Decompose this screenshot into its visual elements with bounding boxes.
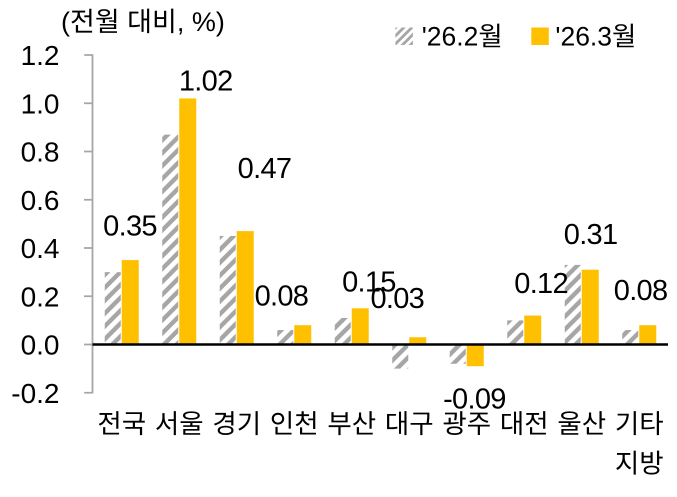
bar-mar-gwangju — [466, 344, 484, 367]
data-label-mar-other-regions: 0.08 — [614, 275, 668, 307]
y-axis-tick-label: 0.8 — [21, 137, 60, 168]
x-axis-label-incheon: 인천 — [270, 409, 319, 439]
y-axis-tick-label: 1.0 — [21, 88, 60, 119]
data-label-mar-seoul: 1.02 — [179, 66, 233, 98]
legend: '26.2월 '26.3월 — [395, 22, 636, 52]
bar-feb-nationwide — [104, 272, 121, 345]
plot-area: 1.2 1.0 0.8 0.6 0.4 0.2 0.0 -0.2 0.35 1.02 0.47 0.0… — [11, 40, 668, 478]
legend-swatch-mar — [531, 27, 549, 45]
bar-feb-other-regions — [622, 330, 639, 345]
bar-feb-gyeonggi — [219, 235, 236, 345]
legend-swatch-feb — [395, 27, 413, 45]
y-axis-tick-label: 0.2 — [21, 281, 60, 312]
y-axis-tick-label: 0.0 — [21, 330, 60, 361]
legend-label-mar: '26.3월 — [555, 22, 636, 52]
y-axis-tick-label: 0.6 — [21, 185, 60, 216]
x-axis-label-other-regions: 지방 — [615, 449, 664, 479]
bar-mar-nationwide — [121, 260, 139, 345]
data-label-mar-incheon: 0.08 — [255, 281, 309, 313]
x-axis-label-gwangju: 광주 — [442, 409, 491, 439]
data-label-mar-busan: 0.15 — [342, 267, 396, 299]
x-axis-label-other-regions: 기타 — [615, 409, 664, 439]
x-axis-label-busan: 부산 — [327, 409, 376, 439]
y-axis-tick-label: -0.2 — [11, 378, 59, 409]
bar-mar-other-regions — [639, 325, 657, 345]
data-label-mar-gyeonggi: 0.47 — [238, 153, 292, 185]
x-axis-label-daejeon: 대전 — [500, 409, 549, 439]
bar-mar-seoul — [179, 98, 197, 345]
bar-feb-seoul — [162, 134, 179, 345]
data-label-mar-ulsan: 0.31 — [564, 219, 618, 251]
data-label-mar-nationwide: 0.35 — [103, 211, 157, 243]
y-axis-tick-label: 0.4 — [21, 233, 60, 264]
bar-mar-busan — [351, 308, 369, 345]
bar-mar-daegu — [409, 337, 427, 345]
data-label-mar-daejeon: 0.12 — [514, 268, 568, 300]
x-axis-label-gyeonggi: 경기 — [212, 409, 261, 439]
bar-mar-gyeonggi — [236, 231, 254, 345]
legend-label-feb: '26.2월 — [422, 22, 503, 52]
bar-feb-gwangju — [449, 344, 466, 364]
bar-feb-daegu — [392, 344, 409, 369]
bar-mar-incheon — [294, 325, 312, 345]
bar-feb-daejeon — [507, 320, 524, 345]
x-axis-label-ulsan: 울산 — [557, 409, 606, 439]
bar-feb-incheon — [277, 330, 294, 345]
bar-feb-ulsan — [564, 264, 581, 345]
y-axis-tick-label: 1.2 — [21, 40, 60, 71]
x-axis-label-seoul: 서울 — [155, 409, 204, 439]
data-label-mar-gwangju: -0.09 — [443, 384, 506, 416]
y-axis-spine — [84, 54, 94, 394]
chart-title: (전월 대비, %) — [61, 7, 225, 37]
x-axis-label-nationwide: 전국 — [97, 409, 146, 439]
bar-feb-busan — [334, 317, 351, 345]
bar-mar-daejeon — [524, 315, 542, 345]
x-axis-label-daegu: 대구 — [385, 409, 434, 439]
data-label-mar-daegu: 0.03 — [370, 283, 424, 315]
bar-mar-ulsan — [581, 269, 599, 345]
